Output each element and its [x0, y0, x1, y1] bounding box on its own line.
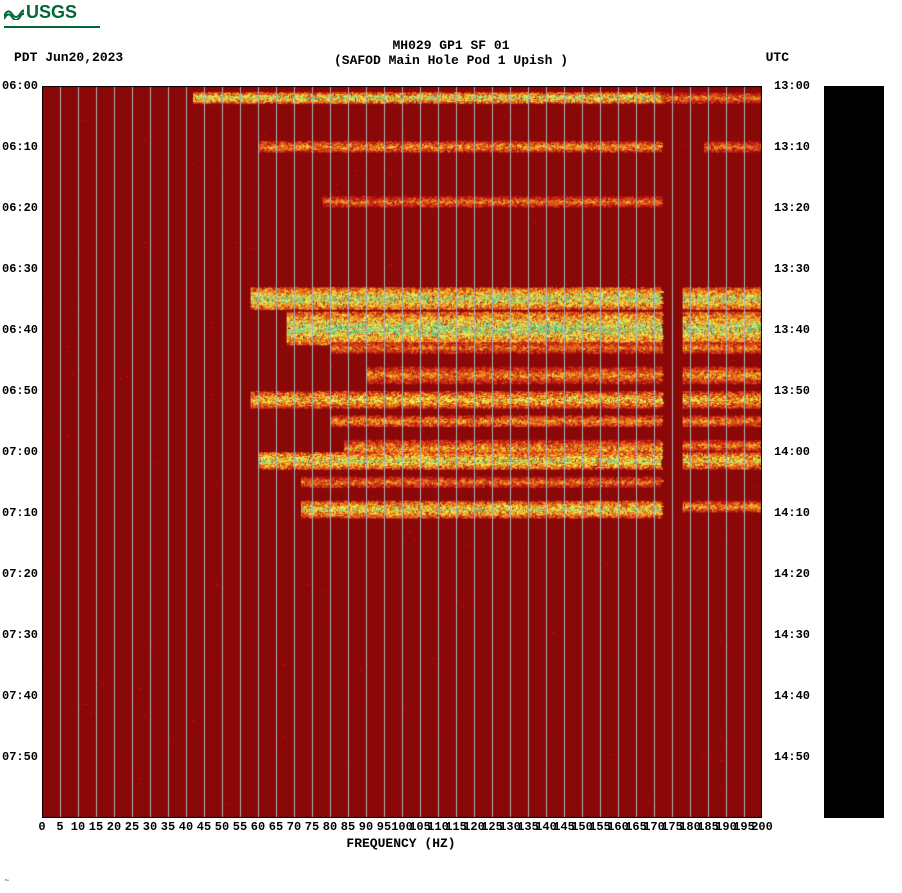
wave-icon: [4, 6, 24, 20]
x-tick: 95: [377, 820, 391, 834]
spectrogram-plot: [42, 86, 762, 818]
y-left-tick: 07:20: [2, 567, 38, 581]
y-right-tick: 13:00: [774, 79, 810, 93]
y-right-tick: 13:10: [774, 140, 810, 154]
usgs-logo: USGS: [4, 2, 100, 28]
y-right-tick: 14:50: [774, 750, 810, 764]
y-left-tick: 06:00: [2, 79, 38, 93]
y-left-tick: 06:40: [2, 323, 38, 337]
x-tick: 90: [359, 820, 373, 834]
footer-mark: ~: [4, 876, 9, 886]
x-tick: 65: [269, 820, 283, 834]
spectrogram-canvas: [42, 86, 762, 818]
y-left-tick: 06:20: [2, 201, 38, 215]
y-right-tick: 13:50: [774, 384, 810, 398]
y-left-tick: 07:40: [2, 689, 38, 703]
x-tick: 85: [341, 820, 355, 834]
y-left-tick: 07:50: [2, 750, 38, 764]
y-right-tick: 14:00: [774, 445, 810, 459]
y-right-tick: 14:30: [774, 628, 810, 642]
logo-underline: [4, 26, 100, 28]
timezone-left-label: PDT Jun20,2023: [14, 50, 123, 65]
x-tick: 10: [71, 820, 85, 834]
x-tick: 15: [89, 820, 103, 834]
x-tick: 0: [38, 820, 45, 834]
y-right-tick: 13:40: [774, 323, 810, 337]
x-tick: 55: [233, 820, 247, 834]
y-axis-left-ticks: 06:0006:1006:2006:3006:4006:5007:0007:10…: [2, 86, 42, 818]
y-axis-right-ticks: 13:0013:1013:2013:3013:4013:5014:0014:10…: [764, 86, 820, 818]
x-tick: 25: [125, 820, 139, 834]
y-right-tick: 14:20: [774, 567, 810, 581]
y-right-tick: 14:10: [774, 506, 810, 520]
usgs-logo-text: USGS: [4, 2, 77, 23]
y-left-tick: 06:50: [2, 384, 38, 398]
y-right-tick: 13:30: [774, 262, 810, 276]
logo-label: USGS: [26, 2, 77, 23]
x-tick: 75: [305, 820, 319, 834]
y-left-tick: 07:00: [2, 445, 38, 459]
x-tick: 200: [751, 820, 773, 834]
x-tick: 40: [179, 820, 193, 834]
x-tick: 70: [287, 820, 301, 834]
x-tick: 35: [161, 820, 175, 834]
y-right-tick: 13:20: [774, 201, 810, 215]
x-tick: 20: [107, 820, 121, 834]
y-left-tick: 06:10: [2, 140, 38, 154]
x-tick: 60: [251, 820, 265, 834]
y-left-tick: 07:30: [2, 628, 38, 642]
x-axis-label: FREQUENCY (HZ): [0, 836, 802, 851]
x-tick: 80: [323, 820, 337, 834]
y-right-tick: 14:40: [774, 689, 810, 703]
y-left-tick: 07:10: [2, 506, 38, 520]
timezone-right-label: UTC: [766, 50, 789, 65]
x-tick: 50: [215, 820, 229, 834]
x-tick: 45: [197, 820, 211, 834]
x-tick: 30: [143, 820, 157, 834]
x-tick: 5: [56, 820, 63, 834]
colorbar: [824, 86, 884, 818]
y-left-tick: 06:30: [2, 262, 38, 276]
